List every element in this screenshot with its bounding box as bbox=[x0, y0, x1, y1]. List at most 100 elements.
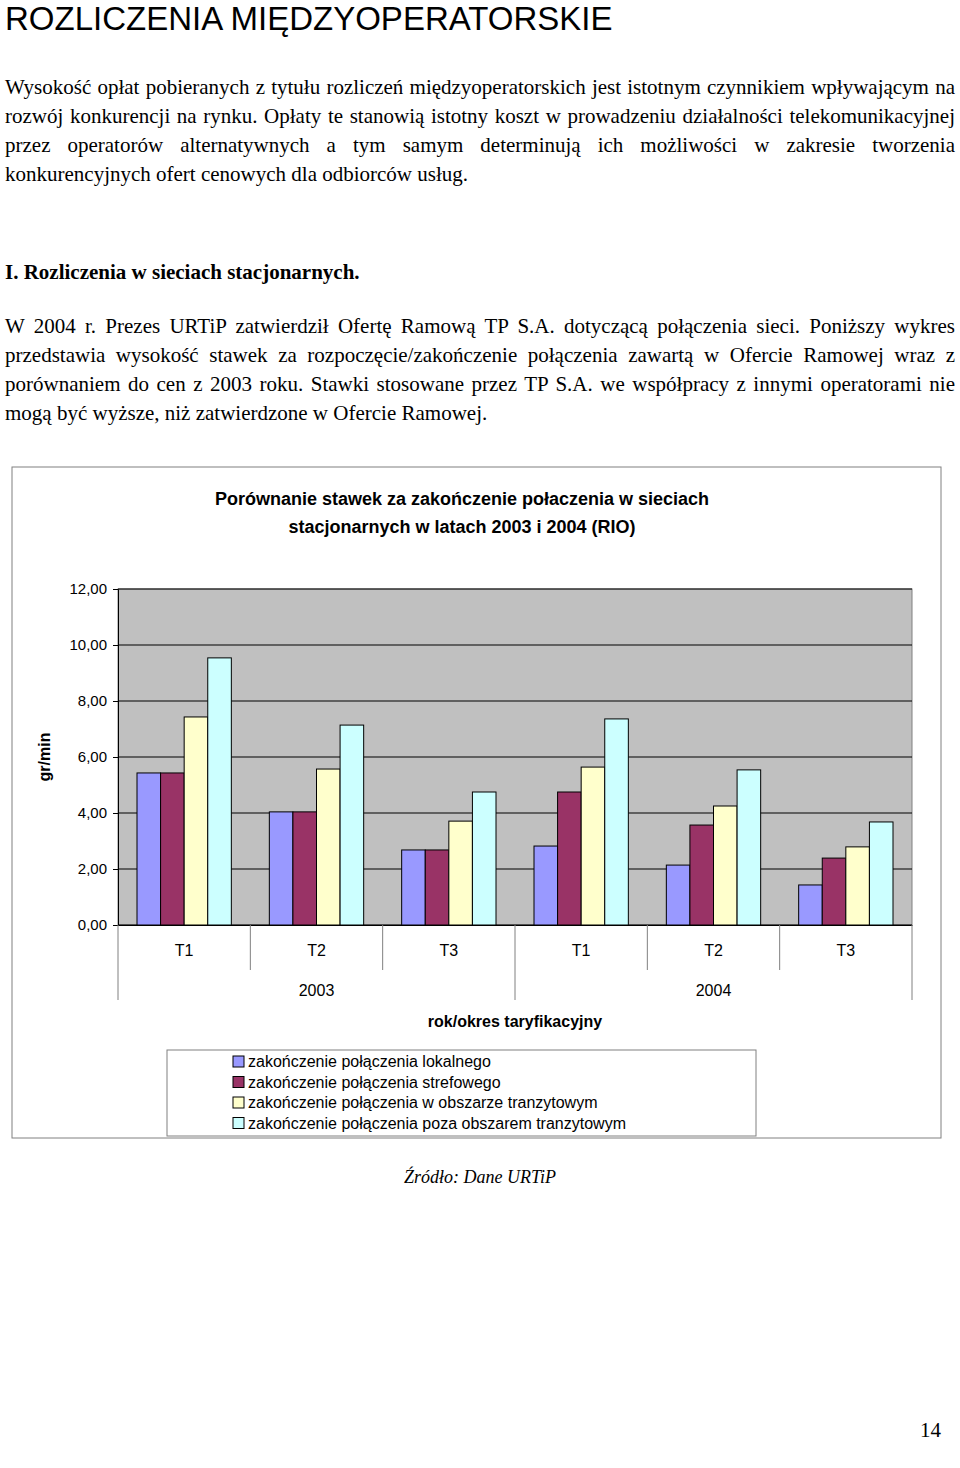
y-tick: 10,00 bbox=[69, 636, 118, 653]
bar bbox=[581, 767, 605, 925]
chart-frame bbox=[12, 467, 941, 1138]
bar bbox=[558, 792, 582, 925]
category-separator bbox=[250, 925, 251, 970]
bar bbox=[208, 658, 232, 925]
bar bbox=[714, 806, 738, 925]
grid-line bbox=[118, 589, 912, 590]
bar bbox=[293, 812, 317, 925]
chart: Porównanie stawek za zakończenie połacze… bbox=[0, 0, 960, 1468]
y-tick-label: 10,00 bbox=[69, 636, 107, 653]
bar bbox=[402, 850, 426, 925]
x-group-label: 2003 bbox=[299, 982, 335, 999]
category-separator bbox=[515, 925, 516, 1000]
legend-label: zakończenie połączenia lokalnego bbox=[248, 1053, 491, 1070]
category-separator bbox=[647, 925, 648, 970]
y-tick-mark bbox=[113, 757, 118, 758]
bars bbox=[137, 658, 893, 925]
x-tick: T1 bbox=[175, 925, 194, 959]
paragraph: Wysokość opłat pobieranych z tytułu rozl… bbox=[5, 73, 955, 189]
source-note: Źródło: Dane URTiP bbox=[0, 1167, 960, 1188]
y-tick-mark bbox=[113, 925, 118, 926]
x-tick-label: T2 bbox=[307, 942, 326, 959]
y-tick-label: 12,00 bbox=[69, 580, 107, 597]
legend-label: zakończenie połączenia poza obszarem tra… bbox=[248, 1115, 626, 1132]
y-tick-mark bbox=[113, 589, 118, 590]
bar bbox=[472, 792, 496, 925]
y-tick-mark bbox=[113, 813, 118, 814]
bar bbox=[449, 821, 473, 925]
bar bbox=[605, 719, 629, 925]
bar bbox=[534, 846, 558, 925]
heading: ROZLICZENIA MIĘDZYOPERATORSKIE bbox=[5, 0, 613, 38]
y-tick-label: 0,00 bbox=[78, 916, 107, 933]
x-tick-label: T3 bbox=[836, 942, 855, 959]
grid bbox=[118, 589, 912, 925]
bar bbox=[317, 769, 341, 925]
category-separator bbox=[779, 925, 780, 970]
bar bbox=[269, 812, 293, 925]
x-axis-title: rok/okres taryfikacyjny bbox=[428, 1013, 602, 1030]
legend: zakończenie połączenia lokalnego zakończe… bbox=[167, 1050, 756, 1136]
bar bbox=[737, 770, 761, 925]
y-tick-mark bbox=[113, 869, 118, 870]
legend-swatch bbox=[233, 1118, 244, 1129]
y-tick-label: 2,00 bbox=[78, 860, 107, 877]
grid-line bbox=[118, 757, 912, 758]
x-tick-label: T2 bbox=[704, 942, 723, 959]
y-tick: 0,00 bbox=[78, 916, 118, 933]
legend-label: zakończenie połączenia strefowego bbox=[248, 1074, 501, 1091]
category-separator bbox=[382, 925, 383, 970]
section-heading: I. Rozliczenia w sieciach stacjonarnych. bbox=[5, 258, 360, 287]
legend-label: zakończenie połączenia w obszarze tranzy… bbox=[248, 1094, 598, 1111]
legend-swatch bbox=[233, 1097, 244, 1108]
chart-title: Porównanie stawek za zakończenie połacze… bbox=[215, 489, 709, 537]
legend-box bbox=[167, 1050, 756, 1136]
bar bbox=[425, 850, 449, 925]
page-number: 14 bbox=[920, 1418, 960, 1443]
page: ROZLICZENIA MIĘDZYOPERATORSKIE Wysokość o… bbox=[0, 0, 960, 1468]
y-axis-line bbox=[113, 590, 119, 926]
bar bbox=[340, 725, 364, 925]
x-tick: T2 bbox=[704, 925, 723, 959]
category-separators bbox=[118, 925, 912, 1000]
category-separator bbox=[912, 925, 913, 1000]
bar bbox=[690, 825, 714, 925]
grid-line bbox=[118, 869, 912, 870]
y-axis: 0,00 2,00 4,00 6,00 8,00 10,00 12,00 bbox=[69, 580, 118, 933]
paragraph: W 2004 r. Prezes URTiP zatwierdził Ofert… bbox=[5, 312, 955, 428]
bar bbox=[869, 822, 893, 925]
bar bbox=[822, 858, 846, 925]
x-tick-label: T3 bbox=[439, 942, 458, 959]
grid-line bbox=[118, 813, 912, 814]
y-tick-mark bbox=[113, 645, 118, 646]
x-tick-label: T1 bbox=[175, 942, 194, 959]
x-tick-label: T1 bbox=[572, 942, 591, 959]
grid-line bbox=[118, 701, 912, 702]
y-tick-label: 4,00 bbox=[78, 804, 107, 821]
bar bbox=[184, 717, 208, 925]
x-tick: T1 bbox=[572, 925, 591, 959]
bar bbox=[137, 773, 161, 925]
legend-swatch bbox=[233, 1056, 244, 1067]
x-group-label: 2004 bbox=[696, 982, 732, 999]
bar bbox=[161, 773, 185, 925]
bar bbox=[846, 847, 870, 925]
x-tick: T3 bbox=[439, 925, 458, 959]
y-tick: 6,00 bbox=[78, 748, 118, 765]
x-tick: T3 bbox=[836, 925, 855, 959]
plot-area bbox=[118, 589, 912, 925]
bar bbox=[666, 865, 690, 925]
y-tick-label: 8,00 bbox=[78, 692, 107, 709]
bar bbox=[799, 885, 823, 925]
y-tick-label: 6,00 bbox=[78, 748, 107, 765]
y-tick: 4,00 bbox=[78, 804, 118, 821]
legend-swatch bbox=[233, 1077, 244, 1088]
category-separator bbox=[118, 925, 119, 1000]
y-tick-mark bbox=[113, 701, 118, 702]
grid-line bbox=[118, 645, 912, 646]
y-axis-title: gr/min bbox=[36, 733, 53, 782]
y-tick: 2,00 bbox=[78, 860, 118, 877]
x-tick: T2 bbox=[307, 925, 326, 959]
y-tick: 12,00 bbox=[69, 580, 118, 597]
y-tick: 8,00 bbox=[78, 692, 118, 709]
